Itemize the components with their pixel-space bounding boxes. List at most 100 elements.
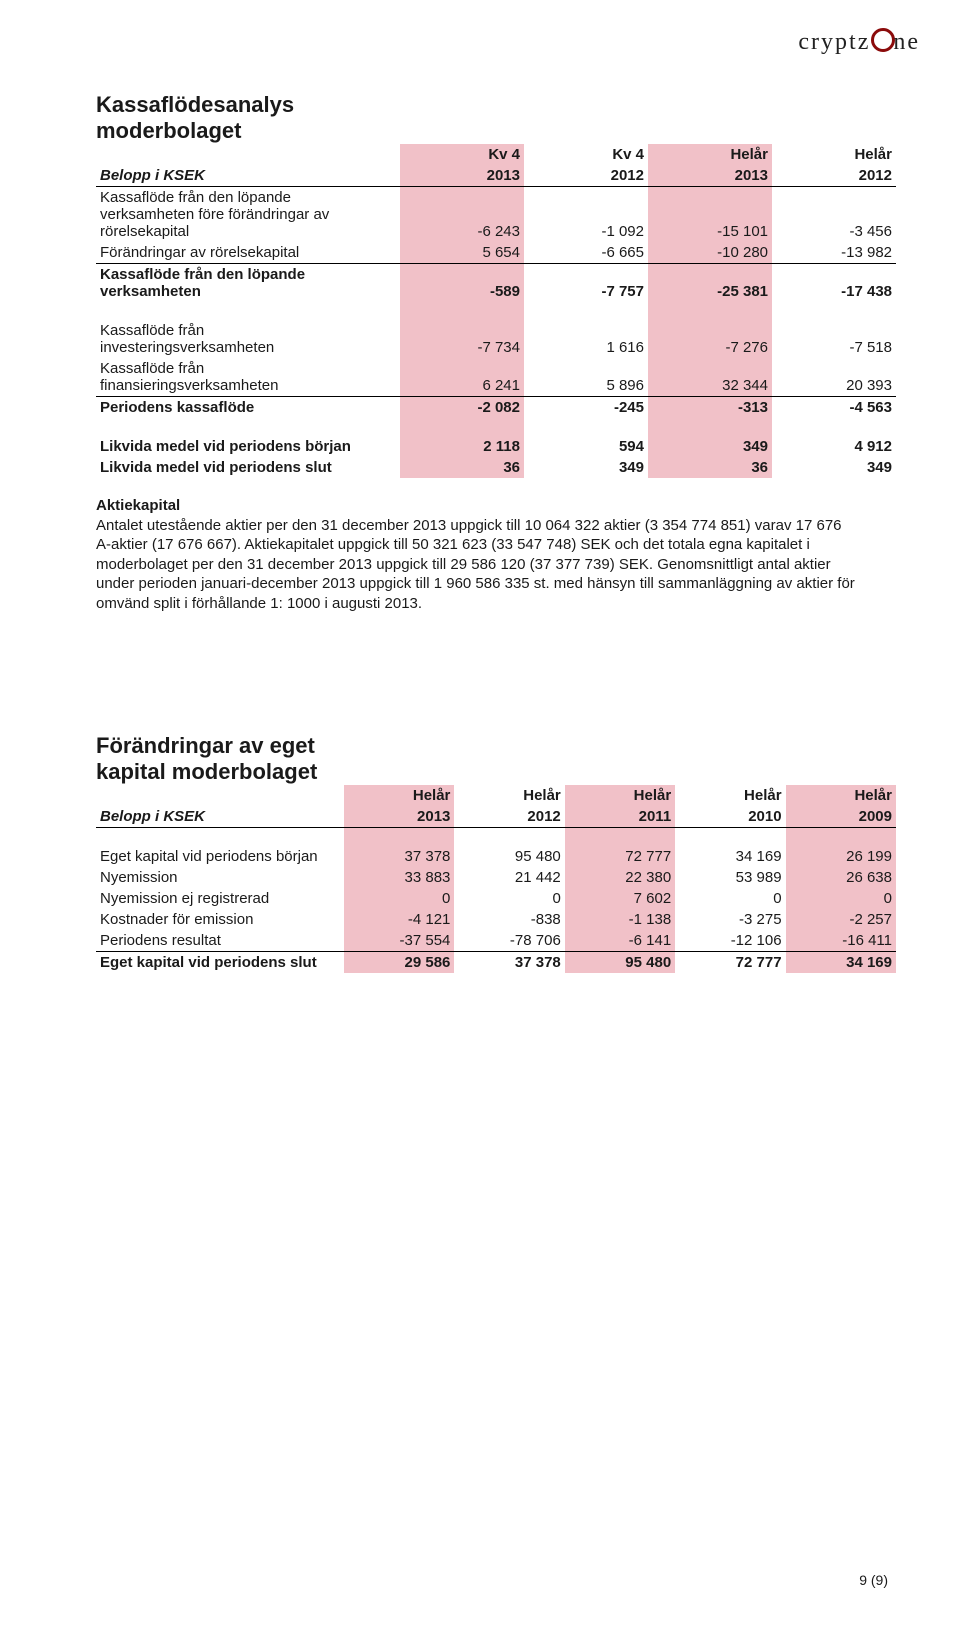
table-cell: -6 141 [565, 930, 675, 952]
col-header: Kv 4 [400, 144, 524, 165]
table-cell: -838 [454, 909, 564, 930]
subheader-label: Belopp i KSEK [96, 165, 400, 187]
col-header: Helår [344, 785, 454, 806]
table-cell: 26 638 [786, 867, 896, 888]
total-cell: 37 378 [454, 952, 564, 974]
col-header: Helår [675, 785, 785, 806]
table-cell: -4 563 [772, 397, 896, 419]
brand-logo: cryptz ne [798, 28, 920, 56]
row-label: Periodens resultat [96, 930, 344, 952]
col-header: Helår [772, 144, 896, 165]
table-cell: 95 480 [454, 846, 564, 867]
row-label: Likvida medel vid periodens början [96, 436, 400, 457]
row-label: Kassaflöde från den löpandeverksamheten … [96, 187, 400, 243]
paragraph-title: Aktiekapital [96, 497, 180, 514]
table-cell: -25 381 [648, 264, 772, 303]
section-title-equity: Förändringar av eget kapital moderbolage… [96, 733, 896, 785]
table-cell: 36 [648, 457, 772, 478]
aktiekapital-paragraph: Aktiekapital Antalet utestående aktier p… [96, 496, 856, 613]
table-cell: -37 554 [344, 930, 454, 952]
table-cell: 33 883 [344, 867, 454, 888]
table-cell: 26 199 [786, 846, 896, 867]
total-cell: 72 777 [675, 952, 785, 974]
title-line: Förändringar av eget [96, 733, 315, 758]
row-label: Kassaflöde från den löpandeverksamheten [96, 264, 400, 303]
table-cell: 4 912 [772, 436, 896, 457]
table-cell: 37 378 [344, 846, 454, 867]
table-cell: 0 [786, 888, 896, 909]
row-label: Likvida medel vid periodens slut [96, 457, 400, 478]
table-cell: 22 380 [565, 867, 675, 888]
table-cell: 0 [675, 888, 785, 909]
table-cell: 36 [400, 457, 524, 478]
col-header: Helår [565, 785, 675, 806]
col-year: 2011 [565, 806, 675, 828]
total-cell: 34 169 [786, 952, 896, 974]
table-cell: 349 [772, 457, 896, 478]
target-icon [871, 28, 895, 52]
table-cell: -6 243 [400, 187, 524, 243]
table-cell: -589 [400, 264, 524, 303]
equity-table: Helår Helår Helår Helår Helår Belopp i K… [96, 785, 896, 973]
col-year: 2012 [772, 165, 896, 187]
table-cell: -17 438 [772, 264, 896, 303]
col-year: 2012 [524, 165, 648, 187]
section-title-cashflow: Kassaflödesanalys moderbolaget [96, 92, 896, 144]
row-label: Periodens kassaflöde [96, 397, 400, 419]
row-label: Kassaflöde fråninvesteringsverksamheten [96, 320, 400, 358]
table-cell: 594 [524, 436, 648, 457]
table-cell: -4 121 [344, 909, 454, 930]
table-cell: 0 [454, 888, 564, 909]
title-line: kapital moderbolaget [96, 759, 317, 784]
cashflow-table: Kv 4 Kv 4 Helår Helår Belopp i KSEK 2013… [96, 144, 896, 478]
table-cell: 0 [344, 888, 454, 909]
table-cell: 72 777 [565, 846, 675, 867]
table-cell: -3 456 [772, 187, 896, 243]
table-cell: 5 896 [524, 358, 648, 397]
table-cell: -7 276 [648, 320, 772, 358]
table-cell: 7 602 [565, 888, 675, 909]
col-year: 2013 [400, 165, 524, 187]
title-line: moderbolaget [96, 118, 241, 143]
table-cell: -7 518 [772, 320, 896, 358]
table-cell: 34 169 [675, 846, 785, 867]
table-cell: -7 757 [524, 264, 648, 303]
col-year: 2013 [344, 806, 454, 828]
title-line: Kassaflödesanalys [96, 92, 294, 117]
total-label: Eget kapital vid periodens slut [96, 952, 344, 974]
subheader-label: Belopp i KSEK [96, 806, 344, 828]
row-label: Kostnader för emission [96, 909, 344, 930]
table-cell: 349 [648, 436, 772, 457]
table-cell: -1 092 [524, 187, 648, 243]
table-cell: 5 654 [400, 242, 524, 264]
table-cell: 20 393 [772, 358, 896, 397]
logo-text-1: cryptz [798, 29, 870, 55]
table-cell: 21 442 [454, 867, 564, 888]
table-cell: 6 241 [400, 358, 524, 397]
col-year: 2010 [675, 806, 785, 828]
table-cell: -78 706 [454, 930, 564, 952]
row-label: Nyemission ej registrerad [96, 888, 344, 909]
table-cell: -12 106 [675, 930, 785, 952]
table-cell: -15 101 [648, 187, 772, 243]
table-cell: 349 [524, 457, 648, 478]
row-label: Kassaflöde frånfinansieringsverksamheten [96, 358, 400, 397]
table-cell: -245 [524, 397, 648, 419]
col-header: Kv 4 [524, 144, 648, 165]
table-cell: -7 734 [400, 320, 524, 358]
row-label: Eget kapital vid periodens början [96, 846, 344, 867]
table-cell: -3 275 [675, 909, 785, 930]
total-cell: 29 586 [344, 952, 454, 974]
table-cell: -1 138 [565, 909, 675, 930]
table-cell: -6 665 [524, 242, 648, 264]
col-header: Helår [786, 785, 896, 806]
col-year: 2012 [454, 806, 564, 828]
table-cell: 1 616 [524, 320, 648, 358]
table-cell: -16 411 [786, 930, 896, 952]
table-cell: -13 982 [772, 242, 896, 264]
logo-text-2: ne [893, 29, 920, 55]
page-number: 9 (9) [859, 1572, 888, 1588]
table-cell: 2 118 [400, 436, 524, 457]
col-year: 2013 [648, 165, 772, 187]
table-cell: -10 280 [648, 242, 772, 264]
